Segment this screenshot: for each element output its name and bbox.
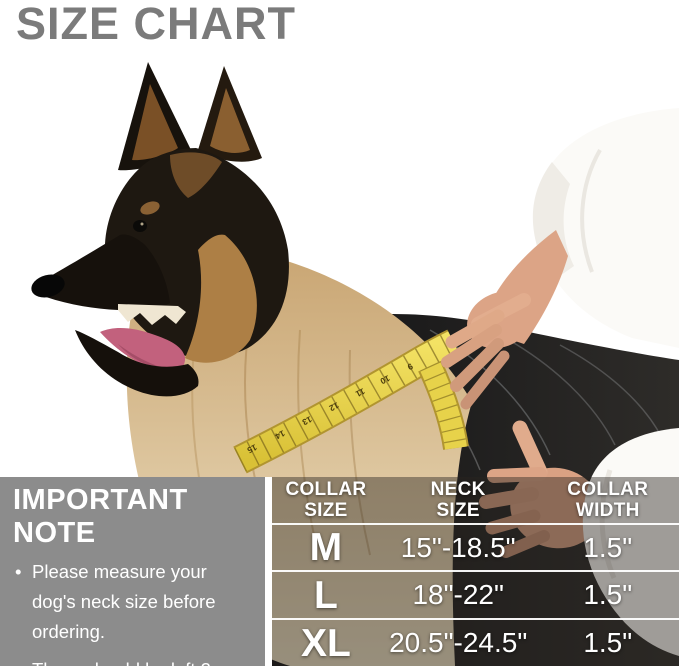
table-row-m: M 15"-18.5" 1.5" bbox=[272, 523, 679, 570]
dog-ear-right-inner bbox=[210, 88, 250, 153]
neck-size-value: 15"-18.5" bbox=[400, 531, 516, 563]
page-title: SIZE CHART bbox=[16, 0, 296, 49]
tape-number: 14 bbox=[273, 428, 286, 441]
tape-number: 13 bbox=[300, 414, 313, 427]
header-line: SIZE bbox=[436, 500, 480, 521]
tape-number: 9 bbox=[406, 361, 415, 372]
column-header-neck-size: NECK SIZE bbox=[431, 479, 486, 522]
column-header-collar-size: COLLAR SIZE bbox=[285, 479, 366, 522]
table-row-xl: XL 20.5"-24.5" 1.5" bbox=[272, 618, 679, 666]
header-line: COLLAR bbox=[567, 478, 649, 500]
neck-size-value: 18"-22" bbox=[412, 579, 504, 610]
tape-scale-numbers: 15 14 13 12 11 10 9 bbox=[245, 361, 414, 455]
dog-head bbox=[31, 62, 289, 397]
collar-width-value: 1.5" bbox=[583, 579, 633, 610]
size-label: M bbox=[309, 526, 343, 569]
dog-eye bbox=[133, 220, 147, 232]
note-bullet: Please measure your dog's neck size befo… bbox=[13, 557, 255, 647]
measuring-tape: 15 14 13 12 11 10 9 bbox=[233, 329, 469, 474]
size-label: L bbox=[314, 573, 338, 617]
person-lower-arm bbox=[479, 420, 679, 656]
panel-separator bbox=[265, 477, 272, 666]
header-line: NECK bbox=[430, 478, 486, 500]
important-note-title: IMPORTANT NOTE bbox=[13, 484, 188, 549]
collar-width-value: 1.5" bbox=[583, 627, 633, 658]
important-note-list: Please measure your dog's neck size befo… bbox=[13, 557, 255, 666]
person-upper-arm bbox=[441, 108, 679, 410]
size-table: COLLAR SIZE NECK SIZE COLLAR WIDTH M 15"… bbox=[272, 477, 679, 666]
note-bullet: There should be left 2 fingers gap betwe… bbox=[13, 655, 255, 666]
header-line: COLLAR bbox=[285, 478, 367, 500]
shirt-sleeve-upper bbox=[535, 108, 679, 348]
tape-number: 10 bbox=[378, 373, 391, 386]
header-line: SIZE bbox=[304, 500, 348, 521]
important-note-box: IMPORTANT NOTE Please measure your dog's… bbox=[0, 477, 265, 666]
dog-nose bbox=[31, 274, 65, 298]
header-line: WIDTH bbox=[575, 500, 640, 521]
tape-number: 15 bbox=[245, 442, 258, 455]
size-table-header-row: COLLAR SIZE NECK SIZE COLLAR WIDTH bbox=[272, 477, 679, 523]
tape-number: 12 bbox=[327, 400, 340, 413]
tape-number: 11 bbox=[354, 386, 367, 399]
column-header-collar-width: COLLAR WIDTH bbox=[567, 479, 648, 522]
dog-tongue bbox=[100, 327, 186, 373]
dog-ear-left-inner bbox=[132, 84, 178, 161]
table-row-l: L 18"-22" 1.5" bbox=[272, 570, 679, 618]
collar-width-value: 1.5" bbox=[583, 531, 633, 563]
size-label: XL bbox=[301, 621, 351, 665]
dog-teeth bbox=[118, 304, 186, 325]
dog-lower-jaw bbox=[75, 330, 199, 397]
neck-size-value: 20.5"-24.5" bbox=[389, 627, 528, 658]
